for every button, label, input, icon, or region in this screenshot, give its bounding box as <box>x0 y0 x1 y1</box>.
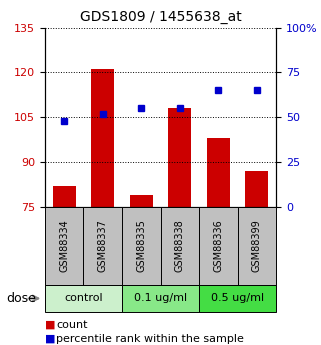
Bar <box>160 207 199 285</box>
Text: 0.5 ug/ml: 0.5 ug/ml <box>211 294 264 303</box>
Text: GDS1809 / 1455638_at: GDS1809 / 1455638_at <box>80 10 241 24</box>
Text: GSM88337: GSM88337 <box>98 219 108 272</box>
Text: dose: dose <box>6 292 36 305</box>
Bar <box>91 69 114 207</box>
Text: percentile rank within the sample: percentile rank within the sample <box>56 334 244 344</box>
Bar <box>130 195 153 207</box>
Bar <box>207 138 230 207</box>
Text: GSM88335: GSM88335 <box>136 219 146 272</box>
Text: 0.1 ug/ml: 0.1 ug/ml <box>134 294 187 303</box>
Text: GSM88399: GSM88399 <box>252 219 262 272</box>
Bar <box>45 207 83 285</box>
Bar <box>45 285 122 312</box>
Bar <box>199 207 238 285</box>
Text: GSM88334: GSM88334 <box>59 219 69 272</box>
Bar <box>238 207 276 285</box>
Bar <box>83 207 122 285</box>
Bar <box>168 108 191 207</box>
Bar <box>122 285 199 312</box>
Text: GSM88338: GSM88338 <box>175 219 185 272</box>
Text: control: control <box>64 294 103 303</box>
Text: GSM88336: GSM88336 <box>213 219 223 272</box>
Text: count: count <box>56 320 88 330</box>
Bar <box>245 171 268 207</box>
Bar <box>53 186 76 207</box>
Text: ■: ■ <box>45 334 56 344</box>
Bar <box>122 207 160 285</box>
Bar <box>199 285 276 312</box>
Text: ■: ■ <box>45 320 56 330</box>
